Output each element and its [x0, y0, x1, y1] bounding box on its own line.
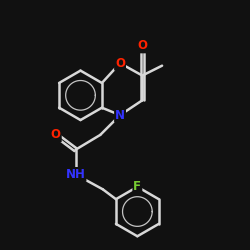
Text: N: N	[115, 108, 125, 122]
Text: O: O	[51, 128, 61, 141]
Text: F: F	[133, 180, 141, 193]
Text: O: O	[115, 57, 125, 70]
Text: NH: NH	[66, 168, 86, 181]
Text: O: O	[137, 40, 147, 52]
